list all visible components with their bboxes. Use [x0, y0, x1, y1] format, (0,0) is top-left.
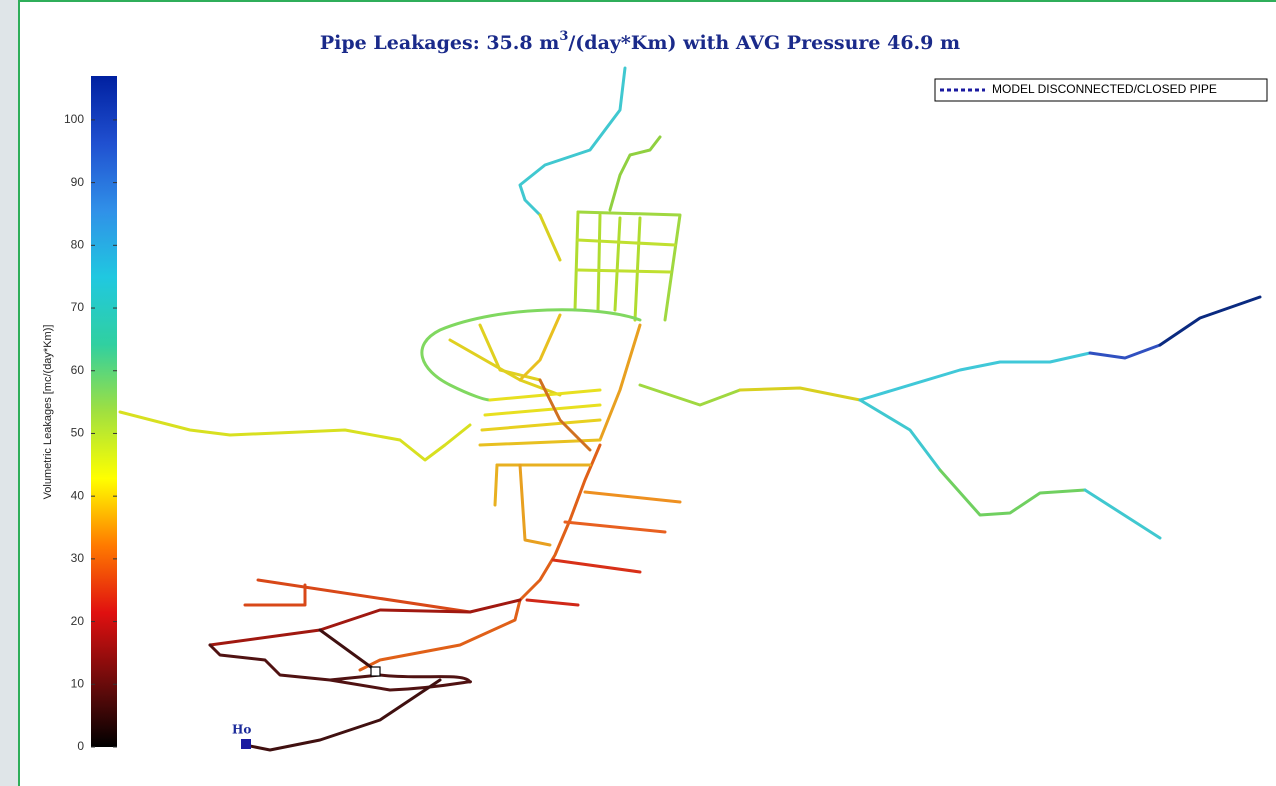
title: Pipe Leakages: 35.8 m3/(day*Km) with AVG…: [320, 29, 960, 55]
legend-label: MODEL DISCONNECTED/CLOSED PIPE: [992, 82, 1217, 96]
pipe: [245, 680, 440, 750]
tick-label: 50: [71, 426, 85, 440]
pipe: [485, 405, 600, 415]
pipe: [635, 218, 640, 320]
pipe: [575, 212, 578, 310]
pipe: [740, 388, 860, 400]
pipe: [1090, 345, 1160, 358]
pipe: [1160, 297, 1260, 345]
pipe: [598, 215, 600, 310]
tick-label: 60: [71, 363, 85, 377]
pipe: [258, 580, 470, 612]
tick-label: 0: [77, 739, 84, 753]
pipe: [422, 310, 640, 400]
pipe: [520, 465, 550, 545]
pipe: [615, 218, 620, 310]
title-superscript: 3: [559, 29, 568, 44]
pipe: [520, 68, 625, 215]
figure: Pipe Leakages: 35.8 m3/(day*Km) with AVG…: [0, 0, 1276, 786]
pipe: [320, 630, 375, 670]
pipe: [860, 400, 940, 470]
pipe: [640, 385, 740, 405]
pipe: [565, 522, 665, 532]
reservoir-label: Ho: [232, 723, 251, 737]
pipe: [120, 412, 470, 460]
pipe: [585, 492, 680, 502]
pipe: [480, 325, 540, 380]
pipe: [527, 600, 578, 605]
colorbar-label: Volumetric Leakages [mc/(day*Km)]: [42, 325, 54, 500]
pipe: [540, 215, 560, 260]
tick-label: 10: [71, 676, 85, 690]
colorbar: [91, 76, 117, 747]
node-marker: [371, 667, 380, 676]
pipe: [245, 585, 305, 605]
pipe: [553, 560, 640, 572]
pipe: [360, 445, 600, 670]
tick-label: 30: [71, 551, 85, 565]
pipe: [495, 465, 497, 505]
tick-label: 20: [71, 614, 85, 628]
pipe: [940, 470, 1085, 515]
tick-label: 40: [71, 488, 85, 502]
pipe: [610, 137, 660, 210]
pipe: [600, 325, 640, 440]
pipe: [578, 270, 670, 272]
title-text: Pipe Leakages: 35.8 m: [320, 32, 559, 54]
pipe: [578, 212, 680, 320]
pipe: [520, 315, 560, 380]
pipe: [1085, 490, 1160, 538]
pipe: [578, 240, 675, 245]
reservoir-marker: [241, 739, 251, 749]
tick-label: 70: [71, 300, 85, 314]
pipe: [860, 353, 1090, 400]
pipe-network: [120, 68, 1260, 750]
page: Pipe Leakages: 35.8 m3/(day*Km) with AVG…: [0, 0, 1276, 786]
tick-label: 100: [64, 112, 84, 126]
pipe: [482, 420, 600, 430]
title-text: /(day*Km) with AVG Pressure 46.9 m: [568, 32, 960, 54]
tick-label: 90: [71, 175, 85, 189]
tick-label: 80: [71, 237, 85, 251]
